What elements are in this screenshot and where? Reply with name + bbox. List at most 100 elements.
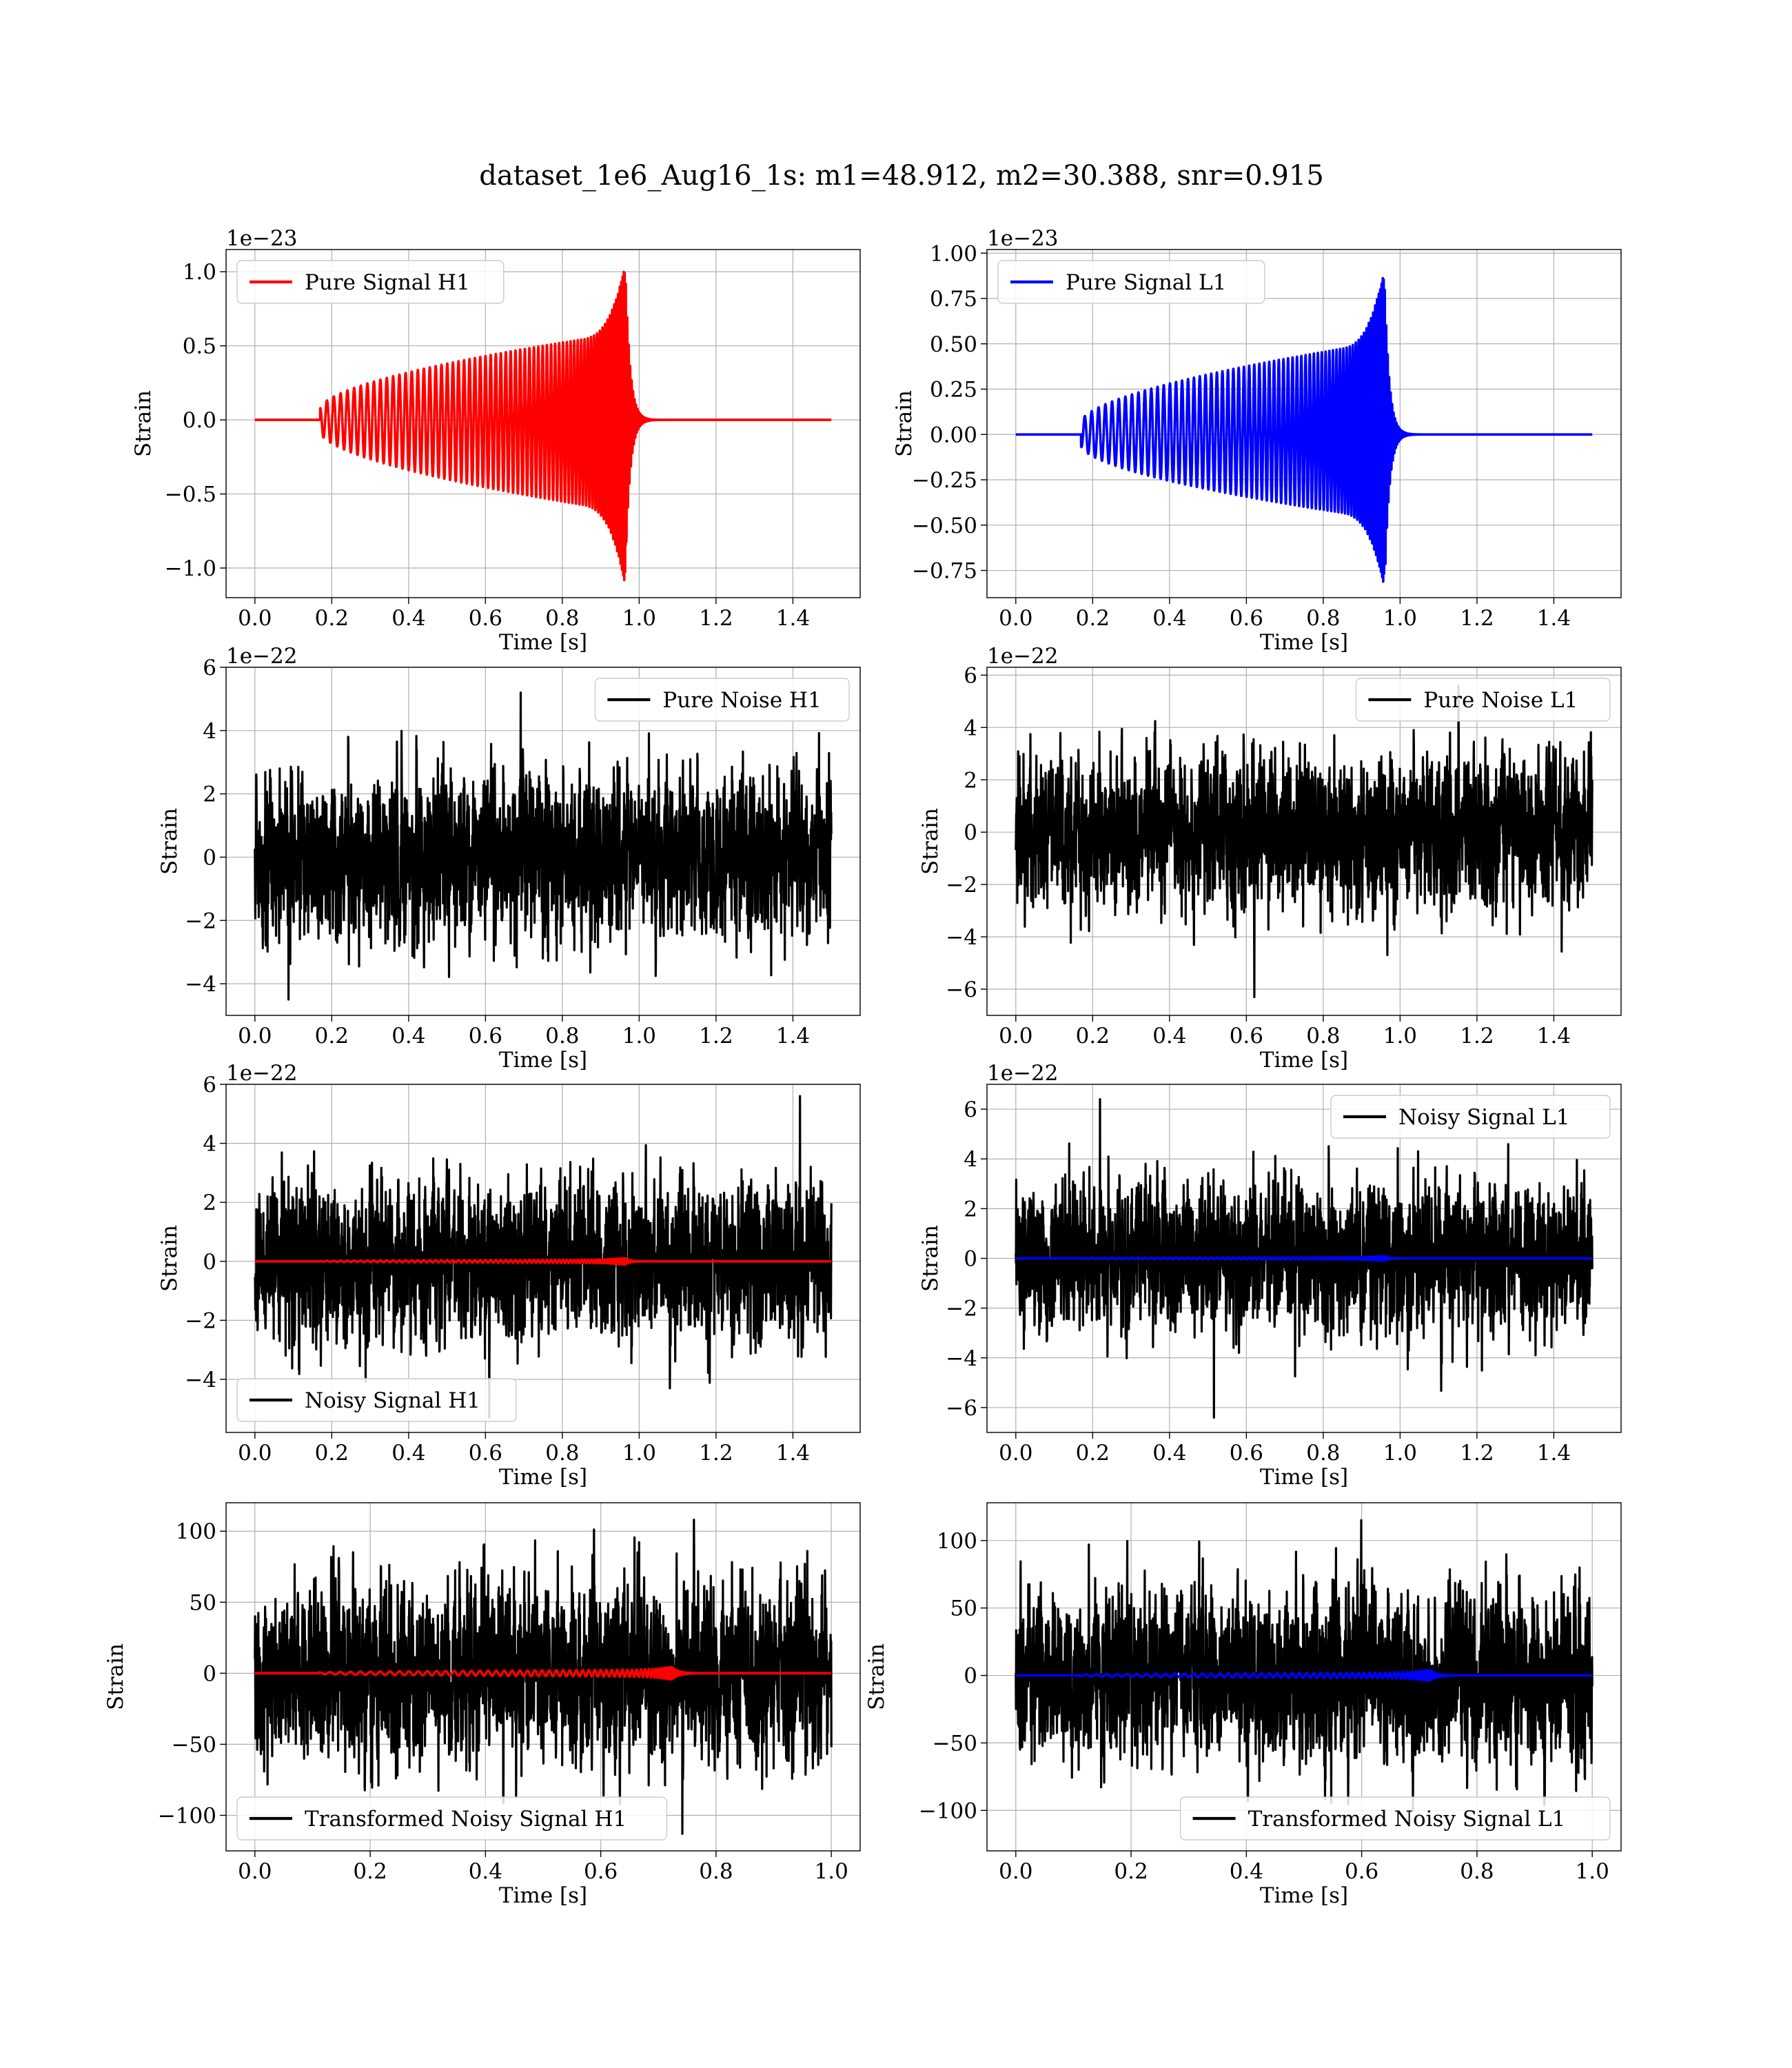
legend-box (1179, 1796, 1611, 1841)
figure-title: dataset_1e6_Aug16_1s: m1=48.912, m2=30.3… (479, 160, 1324, 192)
x-tick-label: 0.0 (999, 606, 1032, 631)
legend-box (236, 1796, 668, 1841)
x-tick-label: 0.2 (353, 1859, 387, 1884)
y-tick-label: −1.0 (165, 556, 216, 581)
x-tick-label: 0.0 (999, 1441, 1032, 1466)
x-tick-label: 0.6 (1230, 1024, 1263, 1048)
x-tick-label: 1.2 (1460, 606, 1494, 631)
series-line-signal (1015, 1255, 1594, 1262)
y-tick-label: −2 (946, 1297, 977, 1321)
x-tick-label: 0.6 (469, 1441, 502, 1466)
x-axis-label: Time [s] (499, 1048, 587, 1073)
chart-panel-l1-pure-signal: 0.0 0.2 0.4 0.6 0.8 1.0 1.2 1.4 −0.75 −0.50 −0.25 0… (892, 226, 1622, 655)
x-tick-label: 1.2 (699, 1441, 733, 1466)
x-tick-label: 0.8 (545, 1024, 579, 1048)
legend-label: Transformed Noisy Signal L1 (1248, 1807, 1566, 1832)
x-tick-label: 1.2 (699, 1024, 733, 1048)
x-axis-label: Time [s] (499, 1883, 587, 1908)
x-axis-label: Time [s] (1260, 1048, 1348, 1073)
axes-frame (225, 667, 861, 1016)
x-tick-label: 1.0 (815, 1859, 848, 1884)
x-tick-label: 0.6 (1230, 606, 1263, 631)
x-tick-label: 1.4 (1537, 1024, 1571, 1048)
x-tick-label: 1.4 (776, 606, 810, 631)
y-axis-label: Strain (918, 808, 943, 875)
y-offset-label: 1e−22 (226, 1061, 298, 1086)
y-axis-label: Strain (918, 1225, 943, 1292)
x-tick-label: 0.4 (1152, 606, 1186, 631)
y-tick-label: −0.25 (912, 468, 977, 493)
legend-label: Pure Noise H1 (662, 688, 821, 713)
x-tick-label: 0.2 (1114, 1859, 1148, 1884)
x-tick-label: 0.4 (1152, 1441, 1186, 1466)
y-tick-label: 0.75 (930, 287, 977, 312)
y-tick-label: −4 (185, 1368, 216, 1392)
x-axis-label: Time [s] (1260, 1465, 1348, 1490)
legend: Pure Signal H1 (236, 260, 505, 304)
chart-panel-h1-transformed: 0.0 0.2 0.4 0.6 0.8 1.0 −100 −50 0 50 100 Time [s] S… (103, 1502, 861, 1908)
x-tick-label: 0.8 (1460, 1859, 1494, 1884)
x-axis-label: Time [s] (1260, 630, 1348, 655)
legend-box (594, 678, 850, 722)
y-tick-label: 2 (964, 1197, 977, 1221)
y-tick-label: −100 (158, 1803, 216, 1828)
y-axis-label: Strain (131, 390, 156, 457)
legend: Noisy Signal H1 (236, 1378, 517, 1422)
y-tick-label: 0.00 (930, 423, 977, 447)
y-tick-label: 6 (203, 656, 216, 680)
x-tick-label: 0.2 (1076, 1441, 1110, 1466)
y-offset-label: 1e−23 (226, 226, 298, 251)
chart-panel-l1-transformed: 0.0 0.2 0.4 0.6 0.8 1.0 −100 −50 0 50 100 Time [s] S… (864, 1502, 1622, 1908)
y-axis-label: Strain (864, 1643, 889, 1710)
x-tick-label: 0.4 (391, 1441, 425, 1466)
x-tick-label: 0.2 (315, 1024, 349, 1048)
series-line-noise (254, 691, 833, 1001)
legend: Pure Signal L1 (997, 260, 1265, 304)
x-tick-label: 1.0 (1576, 1859, 1609, 1884)
y-tick-label: 100 (176, 1519, 216, 1544)
x-axis-label: Time [s] (499, 1465, 587, 1490)
y-tick-label: −6 (946, 1396, 977, 1421)
series-line-noise (254, 1095, 833, 1419)
x-tick-label: 0.0 (999, 1859, 1032, 1884)
axes-frame (986, 1502, 1622, 1852)
y-tick-label: −50 (933, 1731, 977, 1756)
y-tick-label: 0.50 (930, 332, 977, 357)
legend-box (1330, 1095, 1611, 1139)
y-tick-label: −6 (946, 977, 977, 1002)
y-tick-label: 0.25 (930, 378, 977, 403)
axes-frame (225, 1084, 861, 1433)
x-tick-label: 0.2 (315, 1441, 349, 1466)
y-tick-label: 4 (964, 1147, 977, 1172)
y-tick-label: 2 (203, 782, 216, 807)
y-axis-label: Strain (892, 390, 917, 457)
y-offset-label: 1e−22 (987, 1061, 1059, 1086)
chart-panel-l1-noisy-signal: 0.0 0.2 0.4 0.6 0.8 1.0 1.2 1.4 −6 −4 −2 0 2 4 6 Time [… (918, 1061, 1622, 1490)
y-offset-label: 1e−22 (226, 644, 298, 669)
x-tick-label: 1.0 (622, 1441, 656, 1466)
x-tick-label: 0.8 (1306, 606, 1340, 631)
x-tick-label: 0.0 (238, 606, 272, 631)
y-tick-label: 1.0 (183, 260, 216, 285)
x-tick-label: 1.4 (776, 1024, 810, 1048)
y-tick-label: −4 (185, 972, 216, 997)
chart-panel-h1-pure-noise: 0.0 0.2 0.4 0.6 0.8 1.0 1.2 1.4 −4 −2 0 2 4 6 Time [s]… (157, 644, 861, 1073)
legend-label: Transformed Noisy Signal H1 (305, 1807, 627, 1832)
legend-label: Pure Noise L1 (1423, 688, 1578, 713)
y-axis-label: Strain (157, 808, 182, 875)
y-tick-label: 6 (964, 663, 977, 688)
legend: Pure Noise L1 (1355, 678, 1611, 722)
chart-panel-h1-pure-signal: 0.0 0.2 0.4 0.6 0.8 1.0 1.2 1.4 −1.0 −0.5 0.0 0.5 1.… (131, 226, 861, 655)
legend-label: Noisy Signal L1 (1398, 1105, 1570, 1130)
x-tick-label: 1.0 (622, 606, 656, 631)
series-line-signal (1015, 1669, 1594, 1682)
x-tick-label: 0.8 (545, 1441, 579, 1466)
legend-label: Noisy Signal H1 (305, 1388, 480, 1413)
x-tick-label: 1.4 (1537, 1441, 1571, 1466)
legend-label: Pure Signal L1 (1066, 270, 1226, 295)
y-tick-label: −2 (946, 873, 977, 898)
y-offset-label: 1e−23 (987, 226, 1059, 251)
x-tick-label: 0.0 (238, 1859, 272, 1884)
legend-box (236, 260, 505, 304)
y-tick-label: −2 (185, 909, 216, 933)
